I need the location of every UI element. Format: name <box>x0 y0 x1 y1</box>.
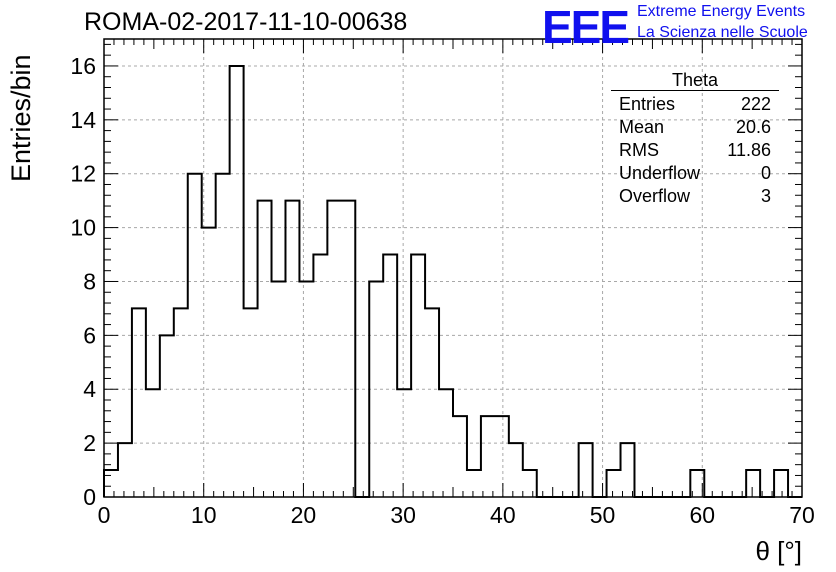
histogram-bin <box>411 255 425 497</box>
stats-row-rms: RMS 11.86 <box>611 139 779 162</box>
histogram-bin <box>453 416 467 497</box>
histogram-bin <box>621 443 635 497</box>
x-tick-label: 0 <box>98 502 111 528</box>
histogram-bin <box>425 308 439 497</box>
stats-value: 11.86 <box>727 140 771 160</box>
histogram-bin <box>160 335 174 497</box>
stats-value: 0 <box>760 163 771 183</box>
eee-logo-mark: EEE <box>542 1 630 53</box>
y-tick-label: 16 <box>70 53 96 79</box>
histogram-bin <box>746 470 760 497</box>
stats-label: Entries <box>619 94 676 114</box>
histogram-bin <box>607 470 621 497</box>
histogram-bin <box>774 470 788 497</box>
stats-row-mean: Mean 20.6 <box>611 116 779 139</box>
y-tick-label: 6 <box>83 322 96 348</box>
x-tick-label: 10 <box>191 502 217 528</box>
y-tick-label: 14 <box>70 107 96 133</box>
logo-line-1: Extreme Energy Events <box>637 3 806 20</box>
y-axis-label: Entries/bin <box>6 54 36 182</box>
histogram-bin <box>509 443 523 497</box>
x-tick-label: 30 <box>390 502 416 528</box>
stats-row-underflow: Underflow 0 <box>611 162 779 185</box>
y-tick-label: 8 <box>83 268 96 294</box>
histogram-bin <box>132 308 146 497</box>
x-tick-label: 70 <box>789 502 815 528</box>
histogram-bin <box>383 255 397 497</box>
histogram-bin <box>104 470 118 497</box>
histogram-bin <box>481 416 495 497</box>
logo-line-2: La Scienza nelle Scuole <box>637 24 808 41</box>
histogram-bin <box>299 281 313 497</box>
stats-label: Mean <box>619 117 665 137</box>
y-tick-label: 4 <box>83 376 96 402</box>
x-tick-label: 40 <box>490 502 516 528</box>
stats-title: Theta <box>611 70 779 91</box>
histogram-bin <box>285 201 299 497</box>
histogram-bin <box>523 470 537 497</box>
chart-title: ROMA-02-2017-11-10-00638 <box>84 8 408 36</box>
y-tick-label: 12 <box>70 161 96 187</box>
stats-box: Theta Entries 222 Mean 20.6 RMS 11.86 Un… <box>611 70 779 208</box>
histogram-bin <box>118 443 132 497</box>
histogram-bin <box>313 255 327 497</box>
x-tick-label: 20 <box>291 502 317 528</box>
stats-value: 3 <box>760 186 771 206</box>
stats-value: 20.6 <box>735 117 771 137</box>
stats-row-entries: Entries 222 <box>611 93 779 116</box>
stats-label: Overflow <box>619 186 691 206</box>
x-axis-label: θ [°] <box>755 536 802 566</box>
histogram-bin <box>579 443 593 497</box>
y-tick-label: 2 <box>83 430 96 456</box>
stats-row-overflow: Overflow 3 <box>611 185 779 208</box>
stats-label: RMS <box>619 140 659 160</box>
histogram-bin <box>495 416 509 497</box>
histogram-bin <box>258 201 272 497</box>
histogram-bin <box>216 174 230 497</box>
x-tick-label: 60 <box>689 502 715 528</box>
histogram-bin <box>174 308 188 497</box>
histogram-bin <box>467 470 481 497</box>
histogram-bin <box>327 201 341 497</box>
y-tick-label: 10 <box>70 215 96 241</box>
plot-frame <box>103 38 803 498</box>
histogram-bin <box>341 201 355 497</box>
x-tick-label: 50 <box>590 502 616 528</box>
stats-value: 222 <box>740 94 771 114</box>
y-tick-label: 0 <box>83 484 96 510</box>
stats-label: Underflow <box>619 163 701 183</box>
histogram-bin <box>244 308 258 497</box>
